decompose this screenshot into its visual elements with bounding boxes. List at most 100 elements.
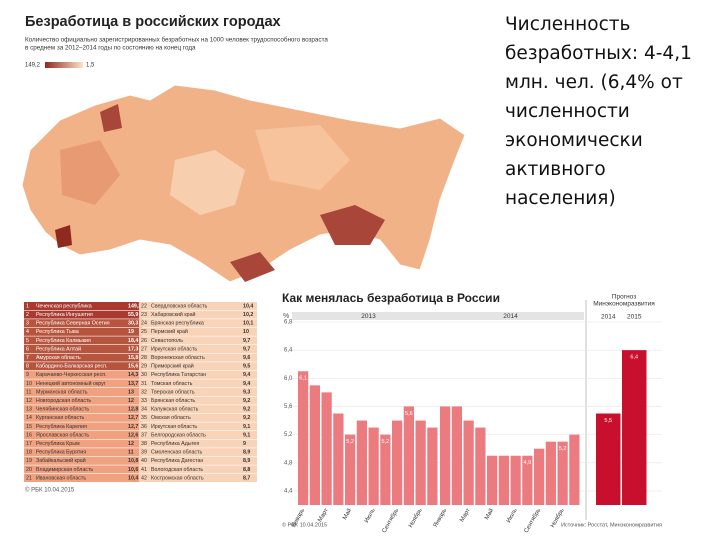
table-name: Республика Дагестан — [151, 458, 203, 464]
table-row — [139, 362, 257, 371]
x-tick-label: Сентябрь — [524, 508, 543, 534]
table-row — [139, 405, 257, 414]
table-value: 9,1 — [243, 424, 250, 430]
table-rank: 31 — [141, 381, 147, 387]
table-value: 12 — [128, 398, 134, 404]
table-rank: 38 — [141, 441, 147, 447]
bar — [333, 413, 344, 505]
value-label: 5,6 — [405, 411, 413, 417]
table-row — [24, 362, 142, 371]
map-region — [255, 125, 350, 190]
table-rank: 12 — [26, 398, 32, 404]
map-legend-max: 149,2 — [25, 63, 41, 69]
table-row — [24, 422, 142, 431]
table-value: 10,4 — [128, 475, 138, 481]
bar — [475, 427, 486, 505]
table-name: Брянская область — [151, 398, 195, 404]
bar — [298, 371, 309, 505]
table-row — [139, 345, 257, 353]
table-row — [24, 388, 142, 396]
table-name: Смоленская область — [151, 450, 202, 456]
table-rank: 14 — [26, 415, 32, 421]
table-row — [24, 456, 142, 465]
bar — [321, 392, 332, 505]
table-row — [24, 302, 142, 310]
table-row — [139, 302, 257, 310]
table-value: 9 — [243, 441, 246, 447]
table-rank: 6 — [26, 346, 29, 352]
value-label: 5,5 — [604, 418, 612, 424]
table-name: Карачаево-Черкесская респ. — [36, 372, 107, 378]
table-rank: 23 — [141, 312, 147, 318]
table-row — [139, 456, 257, 465]
table-rank: 24 — [141, 321, 147, 327]
value-label: 4,9 — [524, 460, 532, 466]
table-name: Республика Адыгея — [151, 441, 199, 447]
table-name: Приморский край — [151, 363, 194, 370]
table-rank: 29 — [141, 364, 147, 370]
table-name: Владимирская область — [36, 467, 93, 473]
table-value: 12,7 — [128, 424, 138, 430]
table-name: Чеченская республика — [36, 303, 92, 309]
bar — [463, 420, 474, 505]
y-tick-label: 5,2 — [284, 432, 293, 438]
table-rank: 10 — [26, 381, 32, 387]
table-rank: 9 — [26, 372, 29, 378]
table-value: 9,5 — [243, 364, 250, 370]
summary-text: Численность безработных: 4-4,1 млн. чел.… — [505, 14, 692, 209]
table-row — [139, 474, 257, 482]
table-row — [24, 396, 142, 405]
table-row — [24, 370, 142, 379]
y-axis-label: % — [283, 313, 289, 320]
table-name: Республика Татарстан — [151, 372, 206, 378]
bar — [345, 434, 356, 505]
table-rank: 4 — [26, 329, 29, 335]
period-header-band — [292, 312, 584, 320]
table-name: Республика Северная Осетия — [36, 321, 110, 327]
table-rank: 20 — [26, 467, 32, 473]
table-name: Амурская область — [36, 355, 81, 361]
bar — [392, 420, 403, 505]
table-rank: 11 — [26, 389, 32, 395]
value-label: 5,2 — [559, 446, 567, 452]
table-rank: 15 — [26, 424, 32, 430]
table-value: 13,7 — [128, 381, 138, 387]
table-rank: 2 — [26, 312, 29, 318]
table-rank: 1 — [26, 303, 29, 309]
table-rank: 5 — [26, 338, 29, 344]
table-value: 13 — [128, 389, 134, 395]
table-name: Новгородская область — [36, 398, 91, 404]
value-label: 6,4 — [630, 355, 638, 361]
table-value: 55,9 — [128, 312, 138, 318]
table-value: 8,8 — [243, 467, 250, 473]
table-row — [139, 422, 257, 431]
table-rank: 30 — [141, 372, 147, 378]
x-tick-label: Март — [317, 508, 329, 524]
table-value: 11 — [128, 450, 134, 456]
table-name: Брянская республика — [151, 321, 204, 327]
bar — [440, 406, 451, 505]
table-name: Костромская область — [151, 475, 204, 481]
map-credit: © РБК 10.04.2015 — [25, 487, 75, 494]
table-value: 149,2 — [128, 303, 141, 309]
bar — [557, 441, 568, 505]
y-tick-label: 6,4 — [284, 348, 293, 354]
chart-source: Источник: Росстат, Минэкономразвития — [561, 522, 662, 528]
table-name: Забайкальский край — [36, 457, 86, 464]
table-value: 18,4 — [128, 338, 138, 344]
table-row — [24, 336, 142, 345]
bar — [487, 455, 498, 505]
period-label: Прогноз — [612, 294, 636, 301]
y-tick-label: 6,8 — [284, 320, 293, 326]
table-name: Республика Бурятия — [36, 450, 86, 456]
table-name: Хабаровский край — [151, 311, 196, 318]
table-name: Иркутская область — [151, 346, 197, 352]
table-value: 8,9 — [243, 458, 250, 464]
table-row — [24, 465, 142, 474]
bar — [451, 406, 462, 505]
map-region — [60, 140, 120, 205]
table-rank: 7 — [26, 355, 29, 361]
bar — [403, 406, 414, 505]
